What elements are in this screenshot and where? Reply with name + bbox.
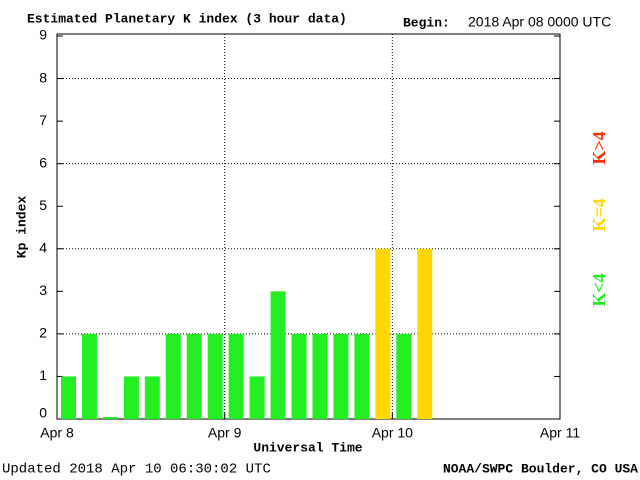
bar — [417, 248, 433, 419]
bar — [61, 376, 76, 419]
bar — [165, 333, 181, 419]
y-tick-label: 9 — [39, 27, 47, 43]
legend-entry: K>4 — [589, 131, 609, 164]
x-tick-label: Apr 11 — [540, 425, 580, 441]
bar — [123, 376, 139, 419]
source: NOAA/SWPC Boulder, CO USA — [443, 461, 638, 476]
bar — [249, 376, 265, 419]
x-tick-label: Apr 10 — [372, 425, 413, 441]
y-tick-label: 0 — [39, 405, 47, 421]
legend-entry: K=4 — [589, 198, 609, 231]
bar — [333, 333, 349, 419]
y-tick-label: 5 — [39, 197, 47, 213]
begin-label: Begin: — [403, 15, 450, 30]
legend-entry: K<4 — [589, 273, 609, 306]
y-tick-label: 4 — [39, 239, 47, 255]
bar — [228, 333, 244, 419]
y-tick-label: 1 — [39, 367, 47, 383]
plot-frame — [56, 33, 561, 420]
bar — [207, 333, 223, 419]
x-tick-label: Apr 9 — [208, 425, 242, 441]
chart-title: Estimated Planetary K index (3 hour data… — [27, 11, 347, 26]
updated: Updated 2018 Apr 10 06:30:02 UTC — [2, 462, 271, 478]
bar — [354, 333, 370, 419]
y-tick-label: 8 — [39, 69, 47, 85]
y-tick-label: 7 — [39, 112, 47, 128]
bar — [312, 333, 328, 419]
bar — [291, 333, 307, 419]
bar — [375, 248, 391, 419]
bar — [396, 333, 412, 419]
bar — [270, 291, 286, 419]
y-tick-label: 2 — [39, 325, 47, 341]
bar — [81, 333, 97, 419]
bar — [144, 376, 160, 419]
y-tick-label: 3 — [39, 282, 47, 298]
y-tick-label: 6 — [39, 154, 47, 170]
y-axis-title: Kp index — [14, 196, 29, 259]
x-axis-title: Universal Time — [253, 440, 362, 455]
begin-date: 2018 Apr 08 0000 UTC — [468, 14, 611, 30]
bar — [186, 333, 202, 419]
bar — [102, 417, 118, 419]
x-tick-label: Apr 8 — [40, 425, 74, 441]
